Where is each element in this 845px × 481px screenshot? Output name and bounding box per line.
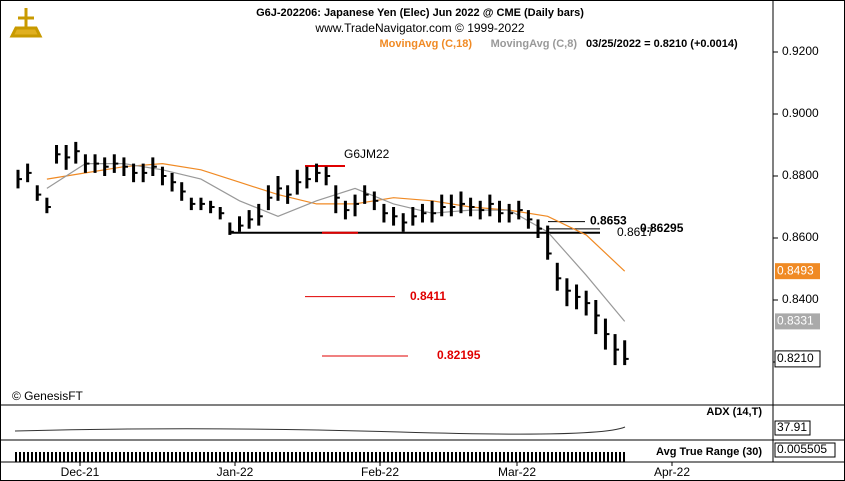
value-tag-label: 0.8210	[777, 351, 814, 365]
value-tag	[774, 442, 836, 458]
value-tag	[774, 420, 811, 436]
y-tick-label: 0.8600	[782, 230, 819, 244]
y-tick-label: 0.8400	[782, 292, 819, 306]
y-tick-label: 0.9200	[782, 44, 819, 58]
level-label: 0.86295	[640, 221, 684, 235]
symbol-label: G6JM22	[344, 147, 390, 161]
legend-entry: MovingAvg (C,8)	[491, 38, 578, 50]
level-label: 0.8653	[590, 214, 627, 228]
x-tick-label: Dec-21	[61, 465, 100, 479]
indicator-name: ADX (14,T)	[706, 406, 762, 418]
subtitle: www.TradeNavigator.com © 1999-2022	[314, 21, 524, 35]
credit: © GenesisFT	[12, 389, 84, 403]
x-tick-label: Mar-22	[498, 465, 536, 479]
quote: 03/25/2022 = 0.8210 (+0.0014)	[586, 38, 738, 50]
indicator-value: 0.005505	[777, 442, 827, 456]
x-tick-label: Apr-22	[654, 465, 690, 479]
level-label: 0.82195	[437, 348, 481, 362]
legend-entry: MovingAvg (C,18)	[380, 38, 473, 50]
x-tick-label: Feb-22	[361, 465, 399, 479]
value-tag-label: 0.8331	[777, 314, 814, 328]
value-tag	[775, 313, 820, 330]
indicator-name: Avg True Range (30)	[656, 446, 762, 458]
value-tag	[775, 263, 820, 280]
level-label: 0.8411	[410, 289, 446, 303]
logo	[9, 8, 43, 38]
value-tag-label: 0.8493	[777, 263, 814, 277]
adx-line	[14, 426, 626, 435]
value-tag	[774, 350, 821, 368]
y-tick-label: 0.8800	[782, 168, 819, 182]
y-tick-label: 0.9000	[782, 106, 819, 120]
chart-title: G6J-202206: Japanese Yen (Elec) Jun 2022…	[256, 7, 584, 19]
level-label: 0.8617	[617, 225, 654, 239]
x-tick-label: Jan-22	[217, 465, 254, 479]
atr-bars	[15, 452, 625, 462]
indicator-value: 37.91	[777, 420, 807, 434]
